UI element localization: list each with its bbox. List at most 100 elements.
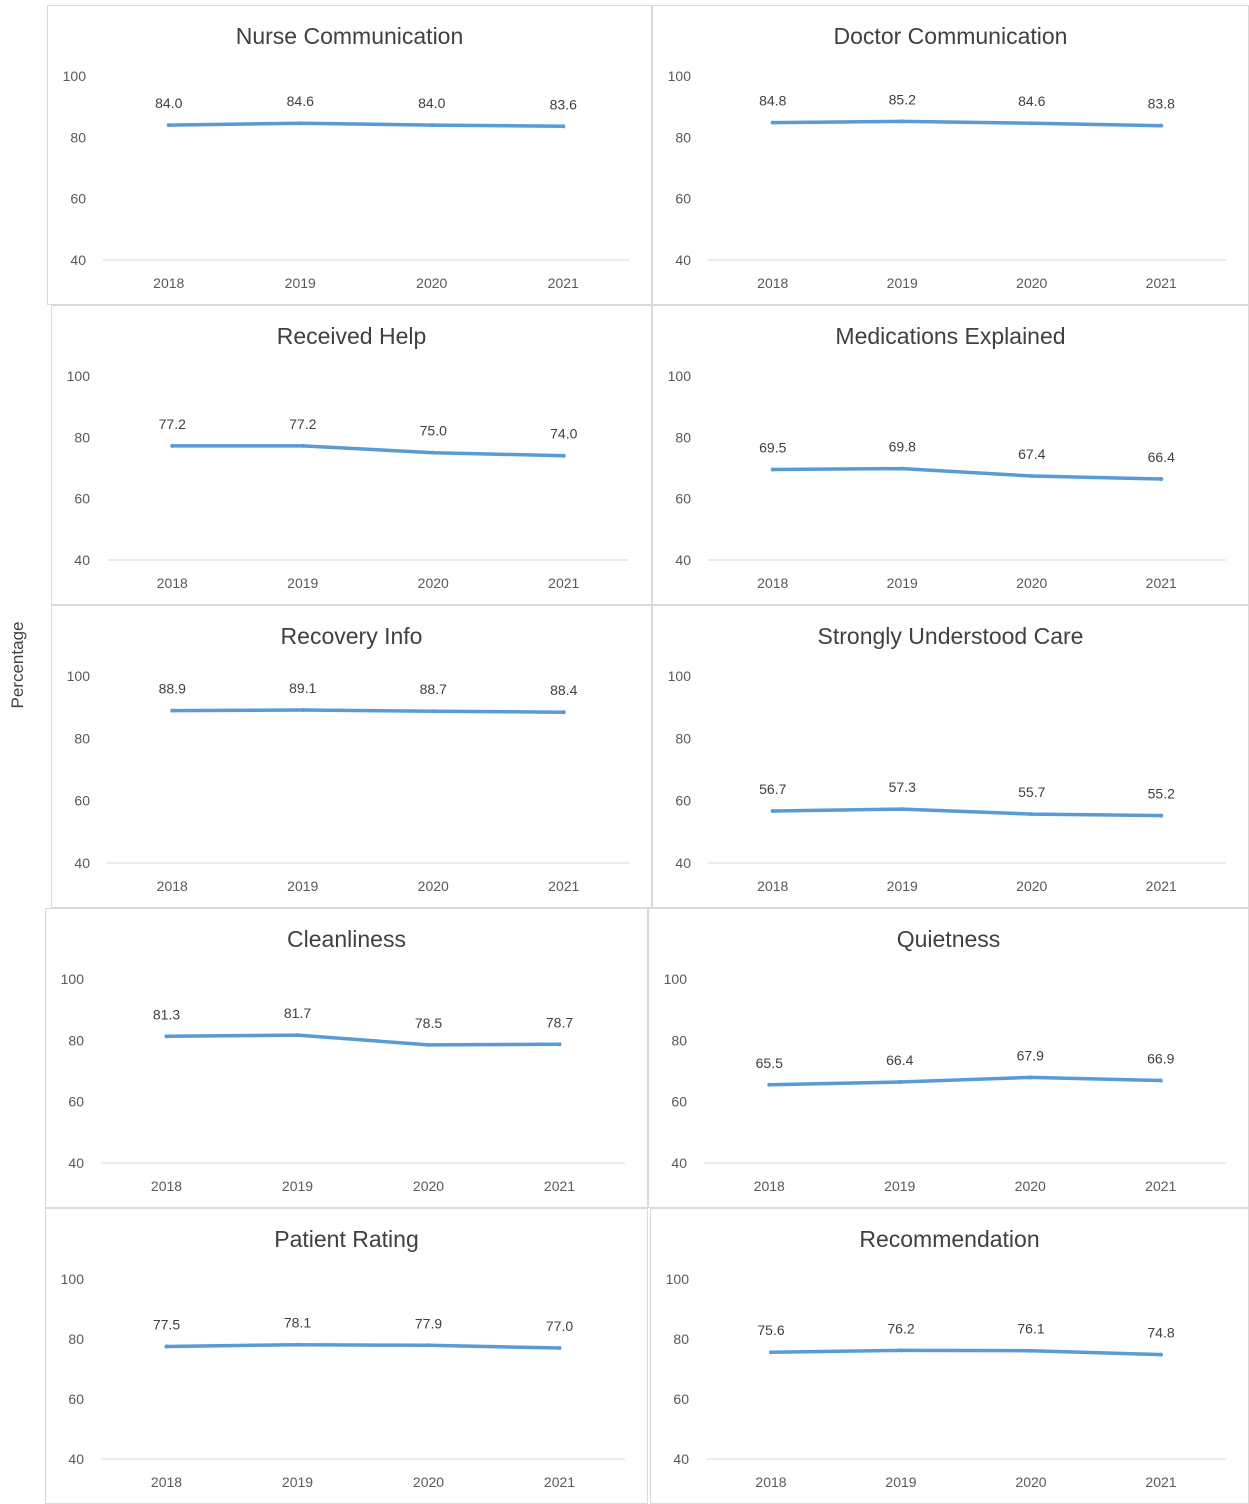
data-label: 69.8 [889,439,916,455]
x-tick-label: 2019 [884,1178,915,1194]
data-point [164,1344,169,1349]
y-tick-label: 60 [673,1391,689,1407]
data-label: 78.1 [284,1315,311,1331]
series-line [164,1033,562,1047]
y-tick-label: 100 [668,68,692,84]
data-point [900,466,905,471]
y-tick-label: 100 [664,971,688,987]
x-tick-label: 2018 [755,1474,786,1490]
x-tick-label: 2021 [548,878,579,894]
y-tick-label: 60 [675,793,691,809]
y-tick-label: 60 [68,1391,84,1407]
data-label: 65.5 [756,1055,783,1071]
data-point [1029,1348,1033,1353]
y-tick-label: 40 [673,1451,689,1467]
data-point [1159,1352,1163,1357]
data-label: 88.4 [550,682,577,698]
y-tick-label: 100 [67,368,91,384]
data-point [897,1080,902,1085]
x-tick-label: 2019 [285,275,316,291]
x-tick-label: 2021 [1145,1474,1176,1490]
y-tick-label: 60 [68,1094,84,1110]
line-chart-recovery-info: Recovery Info 40 60 80 100 2018 2019 2020 2021 88… [67,623,629,894]
chart-panel-nurse-communication: Nurse Communication 40 60 80 100 2018 2019 2020… [47,5,652,305]
x-tick-label: 2021 [548,275,579,291]
chart-title: Received Help [277,323,427,349]
chart-panel-recommendation: Recommendation 40 60 80 100 2018 2019 2020 2021 7… [650,1208,1249,1504]
data-label: 77.9 [415,1315,442,1331]
y-tick-label: 100 [67,668,91,684]
data-point [170,708,175,713]
data-label: 81.7 [284,1005,311,1021]
y-tick-label: 80 [68,1331,84,1347]
data-point [1028,1075,1033,1080]
data-point [166,123,171,128]
data-point [770,120,775,125]
series-line [769,1348,1163,1357]
data-label: 75.6 [757,1322,784,1338]
chart-panel-recovery-info: Recovery Info 40 60 80 100 2018 2019 2020 2021 88… [51,605,652,908]
series-line [167,121,566,129]
data-point [429,123,434,128]
data-point [164,1034,169,1039]
data-label: 75.0 [420,423,447,439]
x-tick-label: 2019 [887,878,918,894]
data-point [769,1350,773,1355]
chart-panel-cleanliness: Cleanliness 40 60 80 100 2018 2019 2020 2021 81.3… [45,908,648,1208]
y-tick-label: 80 [70,129,86,145]
data-label: 77.5 [153,1317,180,1333]
data-label: 67.9 [1017,1047,1044,1063]
data-label: 56.7 [759,781,786,797]
x-tick-label: 2018 [151,1474,182,1490]
x-tick-label: 2021 [544,1178,575,1194]
data-label: 67.4 [1018,446,1045,462]
line-chart-nurse-communication: Nurse Communication 40 60 80 100 2018 2019 2020… [63,23,629,291]
x-tick-label: 2020 [413,1474,444,1490]
chart-title: Doctor Communication [834,23,1068,49]
data-point [1029,121,1034,126]
x-tick-label: 2018 [157,878,188,894]
x-tick-label: 2020 [1016,878,1047,894]
x-tick-label: 2021 [1145,1178,1176,1194]
data-point [767,1082,772,1087]
y-tick-label: 100 [668,668,692,684]
data-point [431,450,436,455]
series-line [170,444,566,458]
data-point [900,119,905,124]
line-chart-cleanliness: Cleanliness 40 60 80 100 2018 2019 2020 2021 81.3… [61,926,625,1194]
y-tick-label: 80 [675,730,691,746]
y-tick-label: 80 [675,429,691,445]
y-axis-label: Percentage [8,621,27,709]
data-label: 84.6 [287,93,314,109]
data-label: 85.2 [889,91,916,107]
data-label: 66.9 [1147,1051,1174,1067]
data-point [557,1346,562,1350]
y-tick-label: 100 [668,368,692,384]
chart-title: Strongly Understood Care [818,623,1084,649]
x-tick-label: 2020 [1015,1474,1046,1490]
chart-title: Quietness [897,926,1001,952]
data-point [300,707,305,712]
data-label: 88.7 [420,681,447,697]
data-point [295,1033,300,1038]
y-tick-label: 40 [74,855,90,871]
x-tick-label: 2019 [885,1474,916,1490]
chart-panel-medications-explained: Medications Explained 40 60 80 100 2018 2019 20… [652,305,1249,605]
x-tick-label: 2018 [754,1178,785,1194]
data-label: 55.2 [1148,786,1175,802]
y-tick-label: 60 [74,793,90,809]
y-tick-label: 80 [74,429,90,445]
y-tick-label: 40 [68,1155,84,1171]
data-label: 88.9 [159,681,186,697]
line-chart-received-help: Received Help 40 60 80 100 2018 2019 2020 2021 77… [67,323,629,591]
x-tick-label: 2020 [418,575,449,591]
x-tick-label: 2021 [548,575,579,591]
series-line [170,708,566,714]
data-point [1159,813,1164,818]
x-tick-label: 2018 [757,878,788,894]
x-tick-label: 2020 [1015,1178,1046,1194]
chart-panel-received-help: Received Help 40 60 80 100 2018 2019 2020 2021 77… [51,305,652,605]
data-point [561,453,566,458]
data-point [899,1348,903,1353]
y-tick-label: 40 [70,252,86,268]
